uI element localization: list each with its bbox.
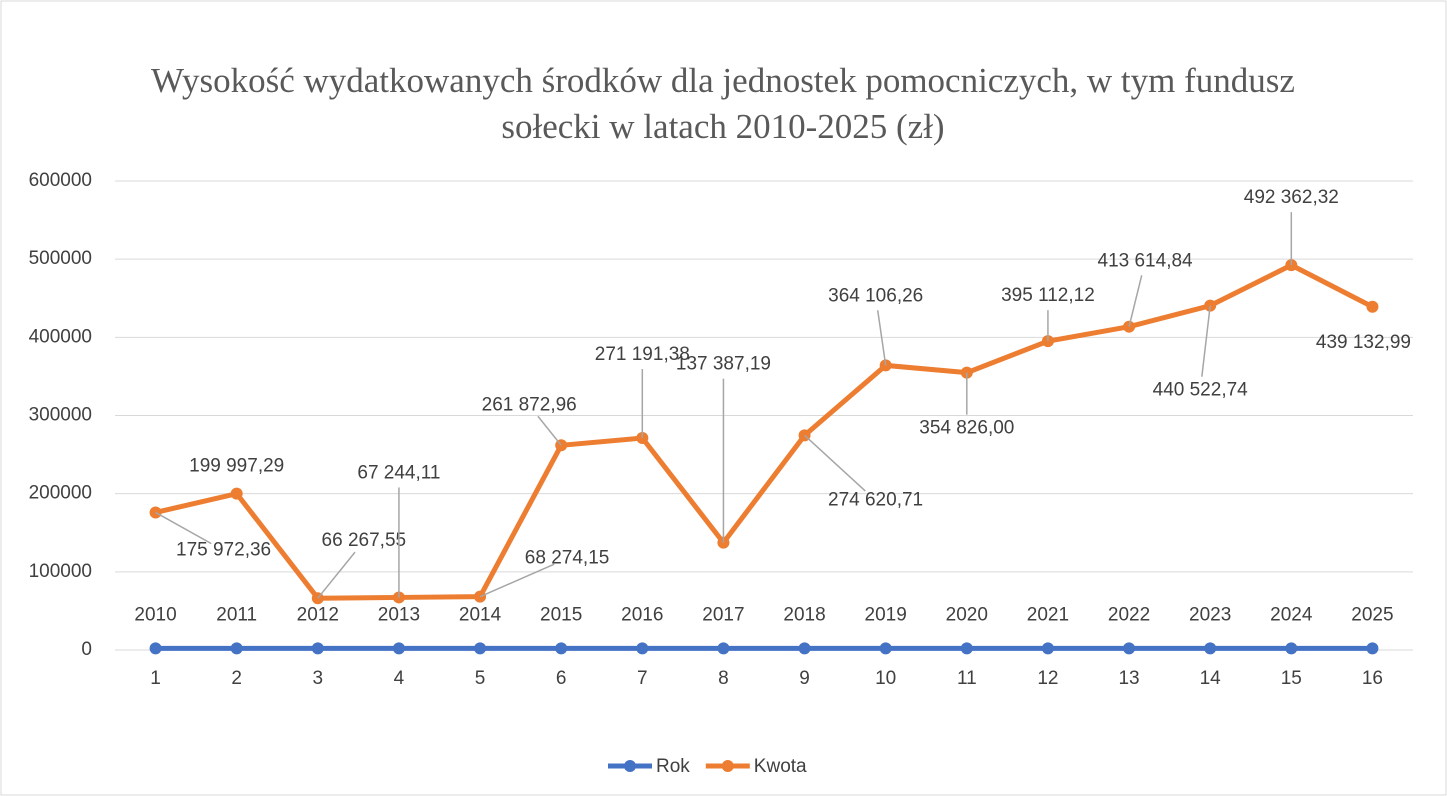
data-label: 413 614,84 (1098, 251, 1194, 272)
x-tick-label: 12 (1037, 668, 1058, 689)
y-tick-label: 600000 (29, 170, 92, 191)
data-point (636, 642, 649, 655)
data-label: 2022 (1108, 604, 1150, 625)
data-label: 2019 (865, 604, 907, 625)
data-label: 2010 (134, 604, 176, 625)
data-point (1366, 642, 1379, 655)
leader-line (537, 415, 562, 446)
data-point (149, 506, 162, 519)
legend-marker (624, 760, 636, 772)
data-point (230, 642, 243, 655)
y-tick-label: 200000 (29, 483, 92, 504)
data-point (149, 642, 162, 655)
data-point (474, 642, 487, 655)
leader-line (155, 511, 212, 545)
data-label: 395 112,12 (1001, 285, 1095, 306)
data-point (798, 642, 811, 655)
data-point (1041, 642, 1054, 655)
x-tick-label: 15 (1281, 668, 1302, 689)
data-point (879, 642, 892, 655)
leader-line (1128, 275, 1143, 327)
data-label: 2013 (378, 604, 420, 625)
data-label: 2014 (459, 604, 502, 625)
x-tick-label: 7 (637, 668, 648, 689)
data-label: 274 620,71 (828, 489, 923, 510)
x-tick-label: 11 (957, 668, 977, 689)
chart-title: Wysokość wydatkowanych środków dla jedno… (151, 61, 1295, 146)
leader-line (1201, 305, 1211, 377)
data-point (960, 642, 973, 655)
data-point (1123, 642, 1136, 655)
data-point (717, 642, 730, 655)
y-tick-label: 100000 (29, 561, 92, 582)
x-tick-label: 4 (394, 668, 405, 689)
data-point (1366, 300, 1379, 313)
y-tick-label: 0 (81, 639, 92, 660)
series-line (154, 262, 1374, 601)
x-tick-label: 1 (150, 668, 161, 689)
data-point (555, 642, 568, 655)
x-tick-label: 10 (875, 668, 896, 689)
data-label: 2018 (783, 604, 825, 625)
data-label: 2011 (216, 604, 257, 625)
data-label: 2017 (702, 604, 744, 625)
data-label: 2015 (540, 604, 582, 625)
data-point (1204, 642, 1217, 655)
data-label: 2021 (1027, 604, 1069, 625)
data-label: 66 267,55 (322, 530, 407, 551)
data-label: 175 972,36 (176, 539, 271, 560)
leader-line (479, 563, 555, 598)
data-label: 364 106,26 (828, 285, 923, 306)
x-tick-label: 3 (313, 668, 324, 689)
legend-label: Rok (656, 756, 690, 777)
data-label: 261 872,96 (482, 394, 577, 415)
data-label: 2023 (1189, 604, 1231, 625)
x-tick-label: 6 (556, 668, 567, 689)
data-label: 137 387,19 (676, 354, 771, 375)
y-tick-label: 400000 (29, 326, 92, 347)
data-label: 199 997,29 (189, 456, 284, 477)
x-tick-label: 9 (799, 668, 810, 689)
x-tick-label: 5 (475, 668, 486, 689)
leader-line (876, 310, 887, 366)
data-label: 440 522,74 (1153, 380, 1249, 401)
data-label: 439 132,99 (1316, 332, 1411, 353)
data-label: 68 274,15 (525, 548, 610, 569)
x-tick-label: 13 (1118, 668, 1139, 689)
data-point (392, 642, 405, 655)
data-point (1285, 642, 1298, 655)
data-label: 2024 (1270, 604, 1313, 625)
data-label: 492 362,32 (1244, 187, 1339, 208)
data-label: 67 244,11 (357, 462, 440, 483)
data-point (230, 487, 243, 500)
legend-label: Kwota (754, 756, 807, 777)
data-label: 2016 (621, 604, 663, 625)
data-label: 271 191,38 (595, 344, 690, 365)
leader-line (804, 434, 866, 492)
y-tick-label: 500000 (29, 248, 92, 269)
x-tick-label: 14 (1200, 668, 1222, 689)
data-point (311, 642, 324, 655)
data-label: 2025 (1351, 604, 1393, 625)
x-tick-label: 16 (1362, 668, 1383, 689)
x-tick-label: 2 (231, 668, 242, 689)
data-label: 354 826,00 (919, 418, 1014, 439)
legend-marker (721, 760, 734, 772)
x-tick-label: 8 (718, 668, 729, 689)
y-tick-label: 300000 (29, 405, 92, 426)
data-label: 2012 (297, 604, 339, 625)
leader-line (317, 551, 356, 599)
data-label: 2020 (946, 604, 988, 625)
